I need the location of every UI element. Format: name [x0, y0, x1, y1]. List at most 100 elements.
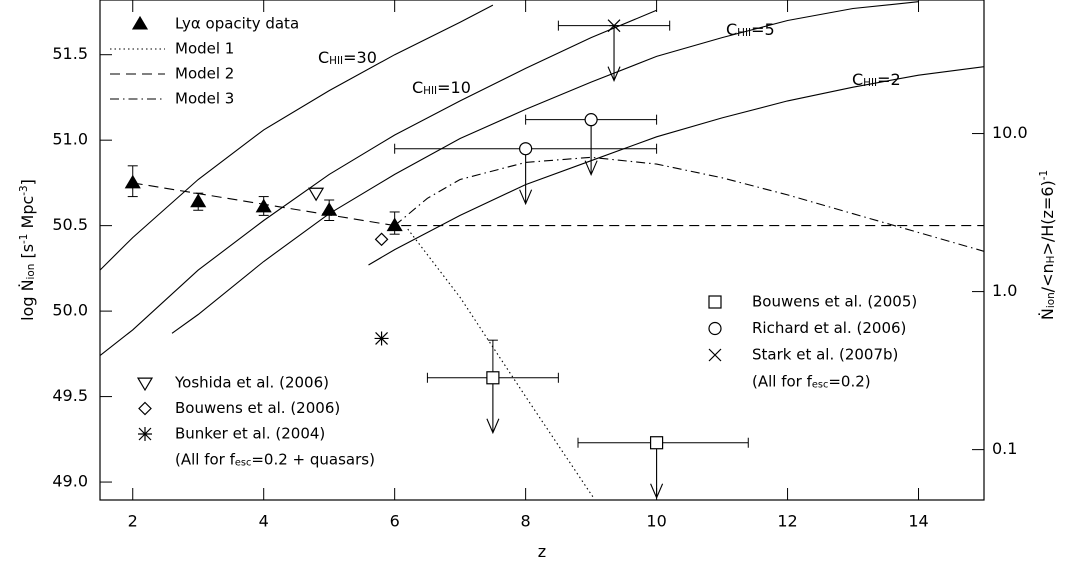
- marker: [138, 401, 152, 416]
- chii-curve: [100, 9, 657, 357]
- x-tick-label: 10: [646, 512, 666, 531]
- text-part: ion: [1045, 292, 1057, 308]
- y-tick-label: 50.5: [52, 215, 88, 234]
- plot-frame: [99, 0, 985, 501]
- marker: [308, 187, 325, 202]
- legend-note: (All for fesc=0.2): [752, 372, 871, 390]
- legend-label: Lyα opacity data: [175, 15, 299, 33]
- upper-limit-arrow: [607, 25, 621, 83]
- y2-tick-label: 1.0: [992, 281, 1017, 300]
- y-tick-label: 50.0: [52, 301, 88, 320]
- text-part: [s: [18, 244, 37, 264]
- text-part: (All for f: [752, 372, 813, 390]
- y2-axis-label: Ṅion/<nH>/H(z=6)-1: [1038, 170, 1057, 320]
- marker: [386, 217, 403, 232]
- legend-label: Stark et al. (2007b): [752, 346, 898, 364]
- y-tick-label: 51.0: [52, 130, 88, 149]
- y-axis-label: log Ṅion [s-1 Mpc-3]: [18, 179, 37, 321]
- marker: [131, 15, 149, 30]
- marker: [321, 202, 338, 216]
- upper-limit-arrow: [650, 442, 664, 500]
- text-part: (All for f: [175, 450, 236, 468]
- legend-note: (All for fesc=0.2 + quasars): [175, 450, 375, 468]
- marker: [374, 331, 389, 346]
- model-line: [132, 182, 984, 227]
- marker: [136, 377, 154, 392]
- text-part: =5: [751, 20, 775, 39]
- y-tick-label: 49.5: [52, 386, 88, 405]
- marker: [584, 113, 598, 127]
- text-part: /<n: [1038, 263, 1057, 292]
- text-part: H: [1045, 256, 1057, 264]
- text-part: ]: [18, 179, 37, 185]
- chii-curve: [100, 4, 494, 271]
- x-tick-label: 6: [390, 512, 400, 531]
- text-part: Mpc: [18, 196, 37, 234]
- curve-label: CHII=10: [412, 78, 471, 97]
- curve-label: CHII=5: [726, 20, 775, 39]
- text-part: -1: [1038, 170, 1050, 180]
- marker: [190, 193, 207, 208]
- text-part: HII: [737, 27, 751, 39]
- text-part: esc: [812, 379, 828, 390]
- y-tick-label: 51.5: [52, 44, 88, 63]
- legend-label: Bouwens et al. (2005): [752, 293, 917, 311]
- text-part: =2: [877, 70, 901, 89]
- chii-curve: [368, 66, 984, 266]
- text-part: HII: [329, 55, 343, 67]
- text-part: =30: [343, 48, 377, 67]
- text-part: z: [538, 542, 546, 561]
- y2-tick-label: 10.0: [992, 123, 1028, 142]
- text-part: ion: [25, 264, 37, 280]
- marker: [519, 142, 533, 156]
- marker: [649, 436, 664, 450]
- y2-tick-label: 0.1: [992, 439, 1017, 458]
- upper-limit-arrow: [584, 119, 598, 177]
- legend-label: Bouwens et al. (2006): [175, 399, 340, 417]
- legend-label: Model 3: [175, 90, 234, 108]
- text-part: HII: [863, 77, 877, 89]
- y-tick-label: 49.0: [52, 472, 88, 491]
- model-line: [407, 228, 595, 500]
- curve-label: CHII=2: [852, 70, 901, 89]
- text-part: -1: [18, 234, 30, 244]
- x-tick-label: 14: [908, 512, 928, 531]
- chii-curve: [171, 1, 919, 334]
- text-part: -3: [18, 185, 30, 195]
- marker: [708, 321, 722, 336]
- x-tick-label: 2: [128, 512, 138, 531]
- marker: [374, 232, 389, 247]
- x-tick-label: 12: [777, 512, 797, 531]
- x-axis-label: z: [538, 542, 546, 561]
- marker: [138, 427, 152, 441]
- text-part: HII: [423, 85, 437, 97]
- legend-label: Richard et al. (2006): [752, 319, 906, 337]
- marker: [486, 371, 500, 385]
- legend-label: Model 1: [175, 40, 234, 58]
- curve-label: CHII=30: [318, 48, 377, 67]
- text-part: C: [852, 70, 863, 89]
- text-part: =10: [437, 78, 471, 97]
- legend-label: Model 2: [175, 65, 234, 83]
- legend-label: Bunker et al. (2004): [175, 425, 325, 443]
- marker: [708, 295, 722, 309]
- model-line: [394, 156, 984, 252]
- marker: [255, 198, 272, 213]
- text-part: C: [318, 48, 329, 67]
- marker: [607, 19, 621, 33]
- text-part: =0.2): [828, 372, 870, 390]
- text-part: esc: [235, 457, 251, 468]
- text-part: C: [726, 20, 737, 39]
- upper-limit-arrow: [519, 148, 533, 206]
- upper-limit-arrow: [486, 377, 500, 435]
- text-part: =0.2 + quasars): [251, 450, 375, 468]
- text-part: C: [412, 78, 423, 97]
- text-part: Ṅ: [1038, 308, 1057, 320]
- marker: [124, 174, 141, 189]
- x-tick-label: 8: [521, 512, 531, 531]
- legend-label: Yoshida et al. (2006): [174, 374, 329, 392]
- text-part: log Ṅ: [18, 279, 37, 320]
- marker: [708, 348, 722, 362]
- text-part: >/H(z=6): [1038, 180, 1057, 255]
